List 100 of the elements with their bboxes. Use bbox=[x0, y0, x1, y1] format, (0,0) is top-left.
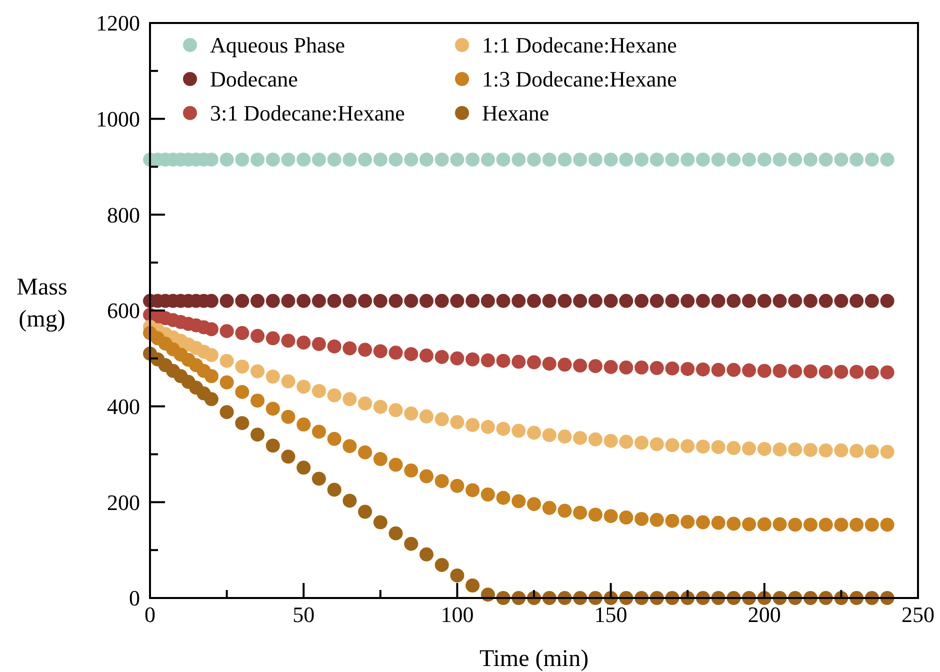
point bbox=[864, 518, 879, 532]
point bbox=[327, 294, 342, 308]
point bbox=[880, 294, 894, 308]
point bbox=[312, 294, 326, 308]
point bbox=[419, 547, 434, 562]
point bbox=[788, 294, 802, 308]
point bbox=[327, 432, 342, 446]
point bbox=[558, 504, 572, 518]
point bbox=[204, 392, 218, 406]
y-tick-label: 800 bbox=[107, 202, 140, 228]
point bbox=[527, 497, 541, 512]
y-tick-label: 400 bbox=[107, 394, 140, 420]
point bbox=[327, 388, 342, 402]
point bbox=[742, 517, 756, 532]
y-tick-label: 600 bbox=[107, 298, 140, 324]
point bbox=[665, 294, 680, 308]
point bbox=[665, 514, 680, 528]
point bbox=[542, 152, 556, 167]
point bbox=[220, 324, 234, 338]
point bbox=[726, 294, 741, 308]
point bbox=[696, 362, 710, 376]
point bbox=[373, 515, 388, 530]
point bbox=[296, 294, 311, 308]
point bbox=[296, 418, 311, 432]
point bbox=[711, 294, 726, 308]
point bbox=[450, 294, 464, 308]
legend-label: Hexane bbox=[482, 100, 550, 126]
point bbox=[281, 374, 296, 388]
point bbox=[235, 294, 250, 308]
point bbox=[388, 403, 403, 418]
point bbox=[650, 437, 664, 452]
point bbox=[281, 450, 296, 464]
point bbox=[742, 152, 756, 167]
point bbox=[480, 294, 495, 308]
point bbox=[619, 294, 634, 308]
point bbox=[527, 355, 541, 370]
point bbox=[696, 152, 710, 167]
point bbox=[434, 558, 449, 572]
point bbox=[680, 514, 695, 529]
point bbox=[312, 337, 326, 352]
point bbox=[834, 364, 848, 379]
point bbox=[680, 294, 695, 308]
point bbox=[619, 152, 634, 167]
point bbox=[480, 353, 495, 368]
point bbox=[496, 294, 510, 308]
point bbox=[235, 360, 250, 374]
legend-label: Dodecane bbox=[210, 66, 298, 92]
x-tick-label: 150 bbox=[594, 602, 628, 627]
point bbox=[373, 152, 388, 167]
point bbox=[880, 152, 894, 167]
point bbox=[281, 334, 296, 348]
point bbox=[512, 494, 526, 508]
point bbox=[619, 510, 634, 524]
point bbox=[342, 294, 357, 308]
point bbox=[480, 420, 495, 434]
point bbox=[388, 346, 403, 360]
point bbox=[542, 500, 556, 515]
point bbox=[772, 517, 787, 532]
point bbox=[634, 360, 649, 375]
point bbox=[665, 152, 680, 167]
point bbox=[588, 508, 602, 522]
point bbox=[711, 152, 726, 167]
point bbox=[573, 152, 588, 167]
point bbox=[726, 152, 741, 167]
point bbox=[250, 294, 265, 308]
point bbox=[358, 396, 372, 410]
point bbox=[480, 488, 495, 502]
point bbox=[312, 152, 326, 167]
point bbox=[327, 152, 342, 167]
point bbox=[619, 434, 634, 449]
point bbox=[434, 152, 449, 167]
point bbox=[450, 568, 464, 582]
point bbox=[604, 294, 618, 308]
point bbox=[404, 152, 418, 167]
point bbox=[542, 428, 556, 442]
point bbox=[588, 359, 602, 374]
point bbox=[281, 410, 296, 424]
point bbox=[803, 442, 818, 457]
point bbox=[634, 152, 649, 167]
point bbox=[680, 152, 695, 167]
point bbox=[404, 536, 418, 551]
point bbox=[342, 494, 357, 508]
point bbox=[650, 294, 664, 308]
point bbox=[388, 152, 403, 167]
point bbox=[250, 328, 265, 343]
point bbox=[527, 426, 541, 440]
point bbox=[496, 354, 510, 368]
point bbox=[788, 518, 802, 532]
legend-label: 1:1 Dodecane:Hexane bbox=[482, 32, 677, 58]
point bbox=[296, 336, 311, 350]
point bbox=[496, 422, 510, 436]
point bbox=[466, 294, 480, 308]
point bbox=[419, 294, 434, 308]
point bbox=[680, 439, 695, 454]
point bbox=[250, 394, 265, 408]
point bbox=[542, 294, 556, 308]
point bbox=[312, 384, 326, 398]
point bbox=[373, 344, 388, 358]
point bbox=[512, 424, 526, 438]
point bbox=[558, 294, 572, 308]
